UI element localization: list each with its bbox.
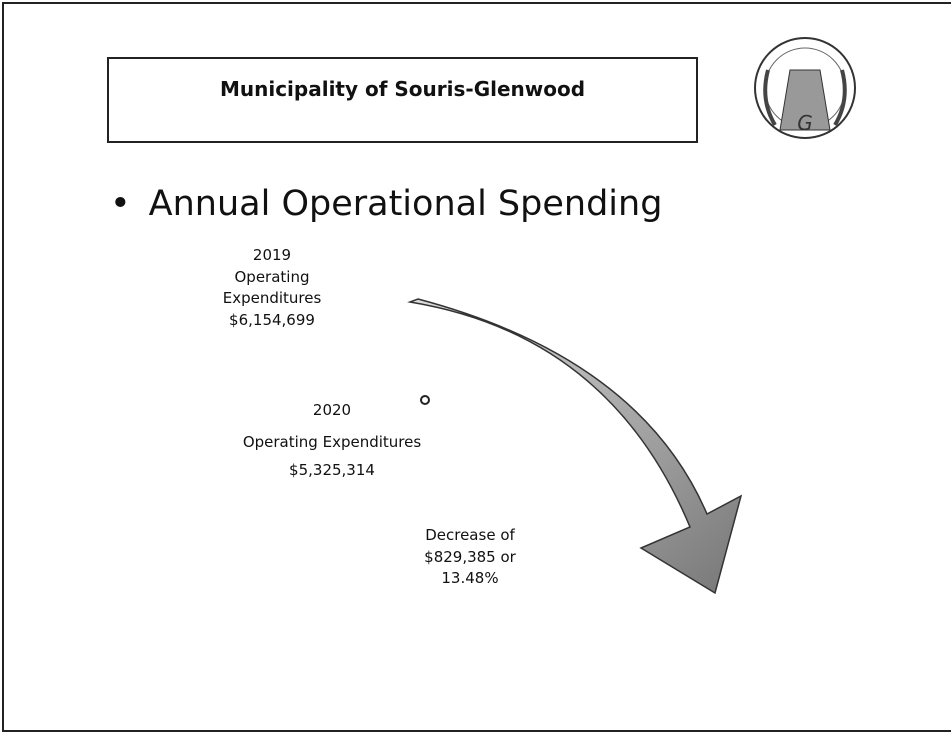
header-title: Municipality of Souris-Glenwood <box>219 77 586 101</box>
svg-text:G: G <box>797 111 813 135</box>
text-line: $829,385 or <box>424 547 516 566</box>
text-line: 2020 <box>312 401 352 419</box>
text-line: 2019 <box>252 246 292 264</box>
block-2020: 2020 Operating Expenditures $5,325,314 <box>243 396 421 484</box>
arrow <box>407 298 743 595</box>
text-line: $6,154,699 <box>229 310 315 329</box>
text-line: 13.48% <box>441 569 499 587</box>
header-box: Municipality of Souris-Glenwood <box>107 57 698 143</box>
logo: G <box>754 37 856 139</box>
block-2019: 2019 Operating Expenditures $6,154,699 <box>223 245 322 331</box>
block-decrease: Decrease of $829,385 or 13.48% <box>424 525 516 590</box>
marker <box>420 395 430 405</box>
text-line: Expenditures <box>222 289 322 307</box>
text-line: Operating Expenditures <box>242 433 422 451</box>
bullet: • Annual Operational Spending <box>110 184 663 224</box>
text-line: $5,325,314 <box>289 461 375 479</box>
text-line: Operating <box>234 267 310 286</box>
text-line: Decrease of <box>425 526 515 544</box>
bullet-text: Annual Operational Spending <box>148 184 663 224</box>
